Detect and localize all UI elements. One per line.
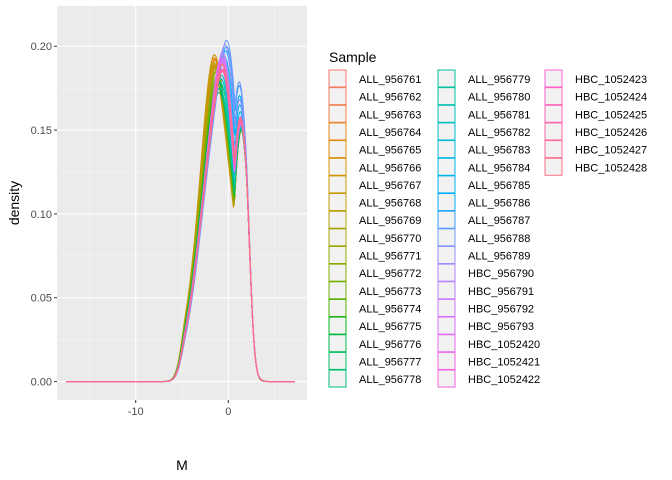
legend-label: ALL_956779 [468,74,530,86]
legend-key [437,246,456,264]
legend-label: HBC_1052425 [575,109,647,121]
legend-key [328,316,347,335]
legend-label: ALL_956781 [468,109,530,121]
legend-label: ALL_956774 [359,303,421,315]
legend-key [328,175,347,194]
x-axis-title: M [176,457,188,473]
legend-label: ALL_956762 [359,92,421,104]
legend-key [544,122,563,141]
legend-label: ALL_956767 [359,180,421,192]
legend-label: ALL_956786 [468,198,530,210]
legend-key [328,157,347,176]
legend-label: HBC_956793 [468,321,534,333]
legend-label: HBC_1052427 [575,145,647,157]
legend-label: ALL_956772 [359,268,421,280]
legend-label: ALL_956787 [468,215,530,227]
legend-label: ALL_956788 [468,233,530,245]
legend-key [544,140,563,159]
legend-key [437,122,456,141]
legend-key [544,104,563,123]
legend-label: ALL_956765 [359,145,421,157]
legend-label: ALL_956777 [359,356,421,368]
x-tick-label: -10 [128,406,144,418]
legend-key [328,210,347,229]
legend-key [437,281,456,300]
y-tick-label: 0.00 [31,377,52,389]
density-line [66,63,295,383]
legend-key [437,369,456,388]
legend-key [544,69,563,88]
legend-label: HBC_1052426 [575,127,647,139]
y-tick-label: 0.20 [31,41,52,53]
legend-label: HBC_956791 [468,286,534,298]
legend-key [328,87,347,106]
legend-key [544,87,563,106]
legend-key [328,122,347,141]
legend-key [437,351,456,370]
y-tick-label: 0.05 [31,293,52,305]
legend-key [328,69,347,88]
legend-label: HBC_1052428 [575,162,647,174]
legend-label: ALL_956784 [468,162,530,174]
axes: -10 0 0.00 0.05 0.10 0.15 0.20 [31,41,232,418]
legend-label: ALL_956771 [359,251,421,263]
legend-label: ALL_956789 [468,251,530,263]
legend-label: ALL_956764 [359,127,421,139]
legend-label: ALL_956776 [359,339,421,351]
legend-label: ALL_956769 [359,215,421,227]
y-tick-label: 0.10 [31,209,52,221]
legend-label: HBC_956790 [468,268,534,280]
legend-key [328,193,347,212]
legend-key [437,298,456,317]
legend-key [437,210,456,229]
legend-key [437,334,456,353]
legend-label: ALL_956780 [468,92,530,104]
legend-label: ALL_956768 [359,198,421,210]
legend-key [437,69,456,88]
legend-label: HBC_1052423 [575,74,647,86]
legend-label: HBC_956792 [468,303,534,315]
legend-key [437,104,456,123]
legend-key [328,140,347,159]
legend-key [328,298,347,317]
legend-key [437,175,456,194]
legend-label: HBC_1052420 [468,339,540,351]
legend-label: ALL_956778 [359,374,421,386]
legend-key [328,246,347,264]
density-curves [66,39,295,383]
legend-label: ALL_956763 [359,109,421,121]
legend-key [437,263,456,282]
legend-label: ALL_956770 [359,233,421,245]
legend-label: ALL_956782 [468,127,530,139]
legend-key [328,334,347,353]
legend-label: HBC_1052421 [468,356,540,368]
legend-key [328,263,347,282]
legend-label: HBC_1052422 [468,374,540,386]
legend-label: HBC_1052424 [575,92,647,104]
legend-key [437,157,456,176]
legend-key [437,316,456,335]
y-axis-title: density [6,181,22,225]
legend-label: ALL_956761 [359,74,421,86]
legend-key [544,157,563,176]
legend-label: ALL_956783 [468,145,530,157]
legend-key [328,281,347,300]
legend-key [437,193,456,212]
legend-key [437,228,456,247]
y-tick-label: 0.15 [31,125,52,137]
legend-label: ALL_956785 [468,180,530,192]
legend-key [328,228,347,247]
legend-label: ALL_956775 [359,321,421,333]
legend-label: ALL_956766 [359,162,421,174]
legend-label: ALL_956773 [359,286,421,298]
legend-key [328,351,347,370]
legend-key [328,369,347,388]
legend: Sample ALL_956761 ALL_956762 ALL_956763 ALL… [328,49,647,388]
legend-title: Sample [329,49,377,65]
legend-key [437,87,456,106]
x-tick-label: 0 [225,406,231,418]
legend-key [437,140,456,159]
legend-key [328,104,347,123]
